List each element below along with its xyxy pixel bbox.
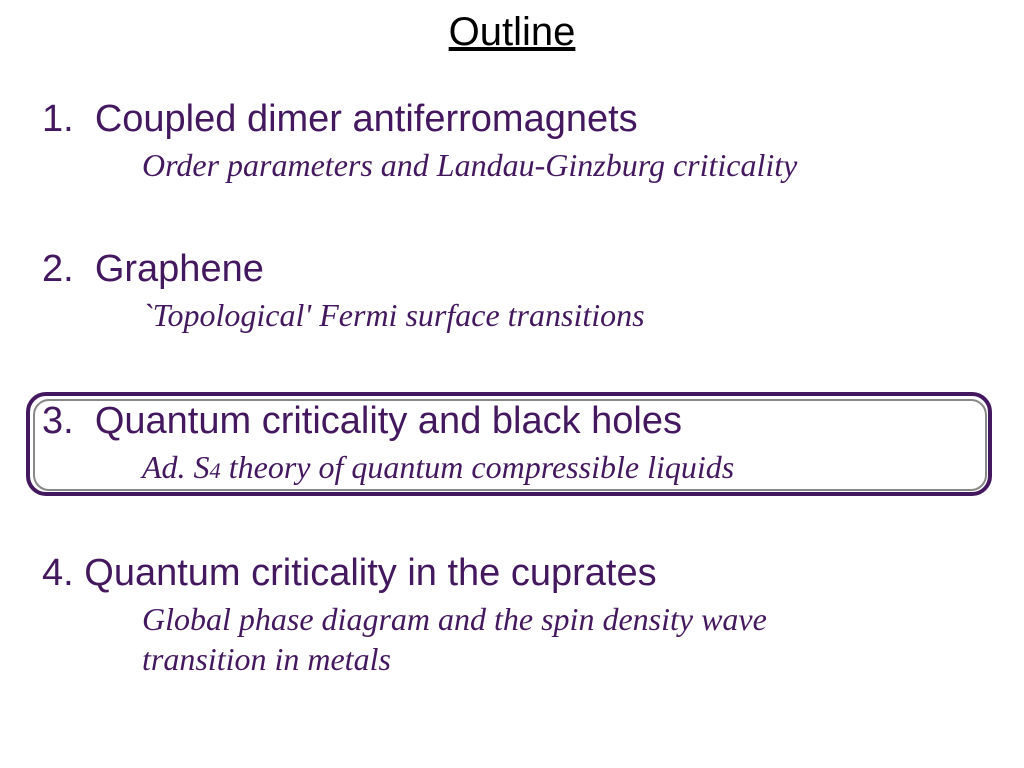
outline-heading-text-2: Graphene [95, 248, 264, 290]
outline-item-2: 2. Graphene `Topological' Fermi surface … [42, 248, 645, 335]
outline-heading-text-3: Quantum criticality and black holes [95, 400, 682, 442]
outline-heading-2: 2. Graphene [42, 248, 645, 291]
outline-heading-1: 1. Coupled dimer antiferromagnets [42, 98, 797, 141]
outline-item-4: 4. Quantum criticality in the cuprates G… [42, 552, 802, 679]
outline-number-1: 1. [42, 98, 74, 140]
slide: Outline 1. Coupled dimer antiferromagnet… [0, 0, 1024, 768]
outline-item-1: 1. Coupled dimer antiferromagnets Order … [42, 98, 797, 185]
slide-title: Outline [0, 10, 1024, 55]
outline-heading-4: 4. Quantum criticality in the cuprates [42, 552, 802, 595]
outline-number-2: 2. [42, 248, 74, 290]
outline-item-3: 3. Quantum criticality and black holes A… [42, 400, 734, 487]
outline-heading-3: 3. Quantum criticality and black holes [42, 400, 734, 443]
outline-number-4: 4. [42, 552, 74, 594]
outline-sub-2: `Topological' Fermi surface transitions [142, 295, 645, 335]
outline-sub-1: Order parameters and Landau-Ginzburg cri… [142, 145, 797, 185]
outline-number-3: 3. [42, 400, 74, 442]
outline-heading-text-1: Coupled dimer antiferromagnets [95, 98, 638, 140]
outline-sub-3-subscript: 4 [210, 458, 221, 483]
outline-heading-text-4: Quantum criticality in the cuprates [84, 552, 656, 594]
outline-sub-3: Ad. S4 theory of quantum compressible li… [142, 447, 734, 487]
outline-sub-3-prefix: Ad. S [142, 449, 210, 485]
outline-sub-3-suffix: theory of quantum compressible liquids [221, 449, 734, 485]
outline-sub-4: Global phase diagram and the spin densit… [142, 599, 802, 679]
